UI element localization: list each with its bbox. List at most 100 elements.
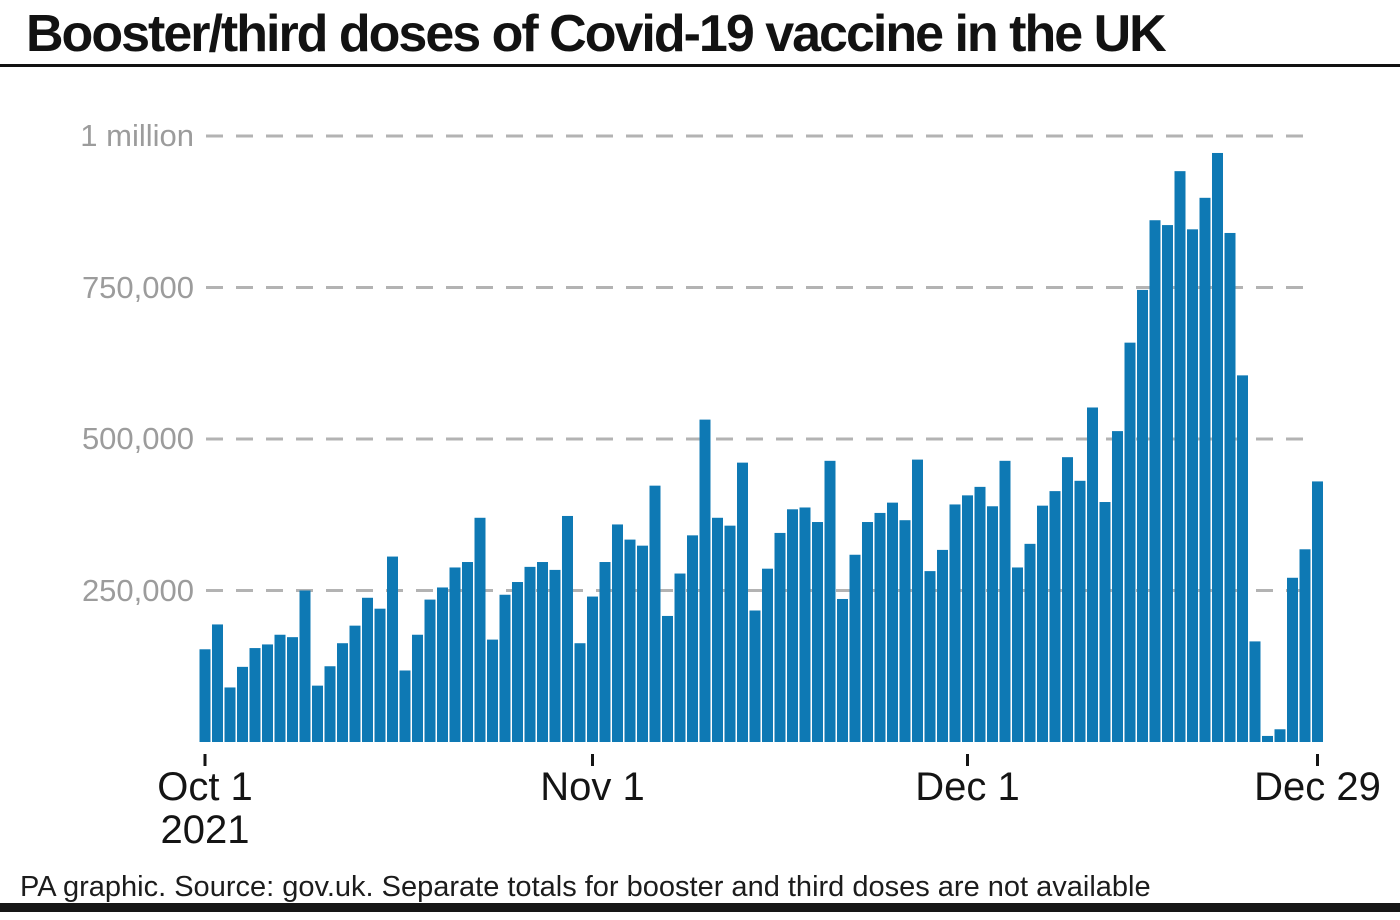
- bar-oct-20: [437, 587, 448, 742]
- bar-oct-7: [274, 634, 286, 742]
- bar-oct-31: [574, 643, 586, 742]
- bar-oct-2: [212, 624, 223, 742]
- bar-dec-1: [962, 495, 973, 742]
- bar-oct-29: [549, 569, 561, 742]
- x-axis-label-text: Oct 1: [157, 765, 253, 809]
- y-axis-label-1000000: 1 million: [80, 118, 194, 153]
- bar-dec-12: [1099, 502, 1111, 742]
- bar-oct-25: [499, 594, 511, 742]
- x-axis-label-dec-29: Dec 29: [1254, 766, 1381, 809]
- bar-dec-20: [1199, 197, 1211, 742]
- bar-nov-3: [612, 524, 623, 742]
- x-axis-label-dec-1: Dec 1: [915, 766, 1020, 809]
- bar-dec-6: [1024, 543, 1036, 742]
- title-rule: [0, 64, 1400, 67]
- bar-oct-18: [412, 634, 423, 742]
- footer-bar: [0, 903, 1400, 912]
- bar-dec-15: [1137, 289, 1148, 742]
- bar-dec-9: [1062, 457, 1073, 742]
- bar-oct-5: [249, 648, 261, 742]
- bar-nov-21: [837, 598, 848, 742]
- bar-oct-17: [399, 670, 411, 742]
- bar-dec-29: [1312, 481, 1323, 742]
- bar-dec-19: [1187, 229, 1198, 742]
- bar-dec-23: [1237, 375, 1248, 742]
- bar-dec-10: [1074, 480, 1086, 742]
- bar-oct-22: [462, 562, 473, 742]
- bar-oct-26: [512, 582, 523, 742]
- bar-dec-13: [1112, 431, 1123, 742]
- bar-nov-15: [762, 568, 773, 742]
- bar-oct-10: [312, 685, 323, 742]
- bar-dec-18: [1174, 171, 1186, 742]
- bar-oct-23: [474, 517, 486, 742]
- bar-dec-27: [1287, 577, 1298, 742]
- x-axis-label-year: 2021: [160, 808, 250, 852]
- bar-nov-11: [712, 517, 723, 742]
- bar-oct-19: [424, 599, 436, 742]
- bar-dec-11: [1087, 407, 1098, 742]
- bar-nov-28: [924, 571, 936, 742]
- x-axis-label-nov-1: Nov 1: [540, 766, 645, 809]
- bar-dec-8: [1049, 491, 1061, 742]
- bar-dec-5: [1012, 567, 1023, 742]
- bar-dec-22: [1224, 232, 1236, 742]
- bar-oct-12: [337, 643, 348, 742]
- bar-nov-7: [662, 615, 673, 742]
- bar-oct-24: [487, 639, 498, 742]
- bar-dec-17: [1162, 225, 1173, 742]
- bar-nov-1: [587, 596, 598, 742]
- bar-nov-9: [687, 535, 698, 742]
- bar-nov-25: [887, 502, 898, 742]
- bar-oct-16: [387, 556, 398, 742]
- bar-oct-15: [374, 608, 386, 742]
- bar-dec-16: [1149, 220, 1161, 743]
- bar-dec-3: [987, 506, 998, 742]
- bar-nov-10: [699, 419, 711, 742]
- bar-nov-6: [649, 485, 661, 742]
- bar-oct-14: [362, 597, 373, 742]
- bar-nov-29: [937, 549, 948, 742]
- bar-nov-30: [949, 504, 961, 742]
- bar-nov-12: [724, 525, 736, 742]
- bar-dec-2: [974, 486, 986, 742]
- bar-nov-19: [812, 522, 823, 742]
- bar-oct-3: [224, 687, 236, 742]
- bar-nov-14: [749, 610, 761, 742]
- bar-oct-13: [349, 625, 361, 742]
- bar-oct-1: [199, 649, 211, 742]
- x-axis-label-text: Nov 1: [540, 765, 645, 809]
- bar-nov-8: [674, 573, 686, 742]
- bar-nov-22: [849, 554, 861, 742]
- bar-dec-26: [1274, 729, 1286, 742]
- bar-nov-23: [862, 522, 873, 742]
- bar-oct-9: [299, 590, 311, 742]
- bar-oct-27: [524, 566, 536, 742]
- bar-dec-14: [1124, 342, 1136, 742]
- x-axis-label-text: Dec 29: [1254, 765, 1381, 809]
- bar-nov-4: [624, 539, 636, 742]
- bar-nov-2: [599, 562, 611, 742]
- y-axis-label-750000: 750,000: [81, 269, 194, 305]
- bar-oct-30: [562, 515, 573, 742]
- bar-nov-24: [874, 512, 886, 742]
- x-axis-label-oct-1: Oct 1 2021: [157, 766, 253, 852]
- bar-dec-24: [1249, 641, 1261, 742]
- bar-oct-21: [449, 567, 461, 742]
- bar-dec-7: [1037, 505, 1048, 742]
- bar-dec-4: [999, 460, 1011, 742]
- bar-oct-28: [537, 562, 548, 742]
- bar-nov-26: [899, 520, 911, 742]
- bar-dec-21: [1212, 152, 1223, 743]
- bar-nov-17: [787, 509, 798, 742]
- bar-nov-20: [824, 460, 836, 742]
- x-axis-label-text: Dec 1: [915, 765, 1020, 809]
- bar-dec-25: [1262, 735, 1273, 742]
- source-credit: PA graphic. Source: gov.uk. Separate tot…: [20, 871, 1151, 903]
- bar-nov-5: [637, 545, 648, 742]
- bar-nov-18: [799, 507, 811, 742]
- bar-nov-27: [912, 459, 923, 742]
- bar-oct-6: [262, 644, 273, 742]
